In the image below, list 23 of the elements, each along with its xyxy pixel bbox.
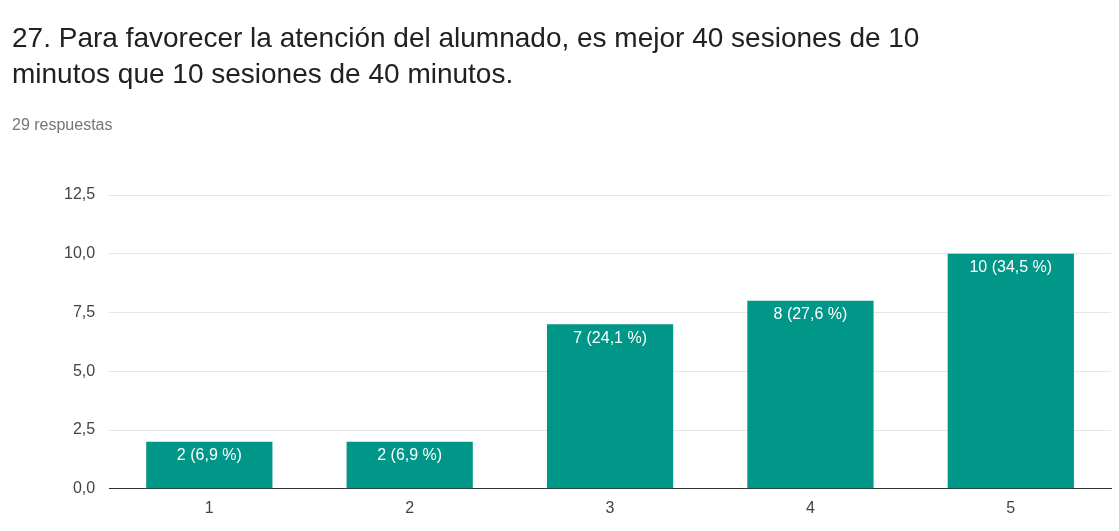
bar (947, 253, 1074, 489)
chart-subtitle: 29 respuestas (12, 116, 113, 134)
data-label: 7 (24,1 %) (573, 328, 647, 346)
x-tick-label: 4 (805, 498, 815, 516)
bar (146, 441, 273, 489)
y-tick-label: 10,0 (64, 244, 96, 262)
bar (546, 324, 674, 489)
data-label: 2 (6,9 %) (377, 446, 443, 464)
x-tick-label: 5 (1006, 498, 1016, 516)
x-tick-label: 3 (605, 498, 615, 516)
data-label: 8 (27,6 %) (773, 305, 848, 323)
bar (747, 300, 874, 489)
data-label: 2 (6,9 %) (176, 446, 242, 464)
x-tick-label: 2 (405, 498, 415, 516)
chart-title: 27. Para favorecer la atención del alumnado, es mejor 40 sesiones de 10 minutos que 10 sesiones de 40 minutos. (12, 21, 921, 91)
y-tick-label: 7,5 (72, 302, 96, 320)
bar (346, 441, 473, 489)
y-tick-label: 0,0 (72, 479, 96, 497)
x-tick-label: 1 (204, 498, 214, 516)
y-tick-label: 5,0 (72, 361, 96, 379)
y-tick-label: 2,5 (72, 420, 96, 438)
data-label: 10 (34,5 %) (969, 258, 1053, 276)
y-tick-label: 12,5 (64, 185, 96, 203)
